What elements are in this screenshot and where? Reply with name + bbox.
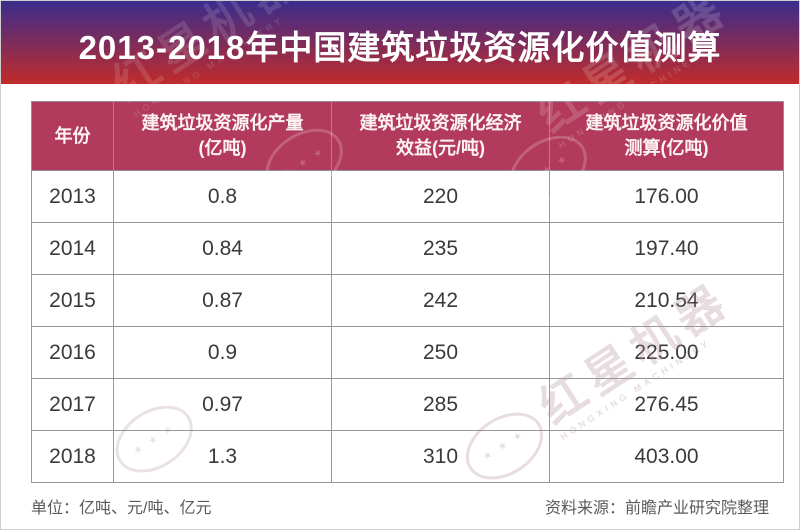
col-header-output: 建筑垃圾资源化产量 (亿吨) bbox=[113, 101, 332, 171]
value-cell: 235 bbox=[331, 222, 550, 275]
year-cell: 2013 bbox=[31, 170, 114, 223]
year-cell: 2018 bbox=[31, 430, 114, 483]
value-cell: 210.54 bbox=[549, 274, 784, 327]
data-table: 年份 建筑垃圾资源化产量 (亿吨) 建筑垃圾资源化经济 效益(元/吨) 建筑垃圾… bbox=[31, 101, 784, 483]
table-row: 2013 0.8 220 176.00 bbox=[31, 170, 784, 223]
value-cell: 225.00 bbox=[549, 326, 784, 379]
page-title: 2013-2018年中国建筑垃圾资源化价值测算 bbox=[78, 28, 722, 66]
footer: 单位：亿吨、元/吨、亿元 资料来源：前瞻产业研究院整理 bbox=[31, 494, 769, 518]
value-cell: 0.87 bbox=[113, 274, 332, 327]
value-cell: 0.97 bbox=[113, 378, 332, 431]
value-cell: 310 bbox=[331, 430, 550, 483]
value-cell: 285 bbox=[331, 378, 550, 431]
table-row: 2018 1.3 310 403.00 bbox=[31, 430, 784, 483]
table-header: 年份 建筑垃圾资源化产量 (亿吨) 建筑垃圾资源化经济 效益(元/吨) 建筑垃圾… bbox=[31, 101, 784, 171]
table-row: 2014 0.84 235 197.40 bbox=[31, 222, 784, 275]
value-cell: 242 bbox=[331, 274, 550, 327]
year-cell: 2016 bbox=[31, 326, 114, 379]
table-body: 2013 0.8 220 176.00 2014 0.84 235 197.40 2015 0.8… bbox=[31, 170, 784, 483]
value-cell: 0.9 bbox=[113, 326, 332, 379]
value-cell: 0.84 bbox=[113, 222, 332, 275]
source-note: 资料来源：前瞻产业研究院整理 bbox=[544, 500, 769, 517]
header-row: 年份 建筑垃圾资源化产量 (亿吨) 建筑垃圾资源化经济 效益(元/吨) 建筑垃圾… bbox=[31, 101, 784, 171]
table-row: 2016 0.9 250 225.00 bbox=[31, 326, 784, 379]
table-row: 2015 0.87 242 210.54 bbox=[31, 274, 784, 327]
value-cell: 276.45 bbox=[549, 378, 784, 431]
year-cell: 2015 bbox=[31, 274, 114, 327]
table-row: 2017 0.97 285 276.45 bbox=[31, 378, 784, 431]
title-banner: 2013-2018年中国建筑垃圾资源化价值测算 bbox=[1, 1, 799, 84]
value-cell: 250 bbox=[331, 326, 550, 379]
col-header-year: 年份 bbox=[31, 101, 114, 171]
year-cell: 2017 bbox=[31, 378, 114, 431]
value-cell: 220 bbox=[331, 170, 550, 223]
value-cell: 0.8 bbox=[113, 170, 332, 223]
value-cell: 176.00 bbox=[549, 170, 784, 223]
value-cell: 197.40 bbox=[549, 222, 784, 275]
year-cell: 2014 bbox=[31, 222, 114, 275]
col-header-benefit: 建筑垃圾资源化经济 效益(元/吨) bbox=[331, 101, 550, 171]
col-header-value: 建筑垃圾资源化价值 测算(亿吨) bbox=[549, 101, 784, 171]
value-cell: 1.3 bbox=[113, 430, 332, 483]
value-cell: 403.00 bbox=[549, 430, 784, 483]
units-note: 单位：亿吨、元/吨、亿元 bbox=[31, 500, 212, 517]
